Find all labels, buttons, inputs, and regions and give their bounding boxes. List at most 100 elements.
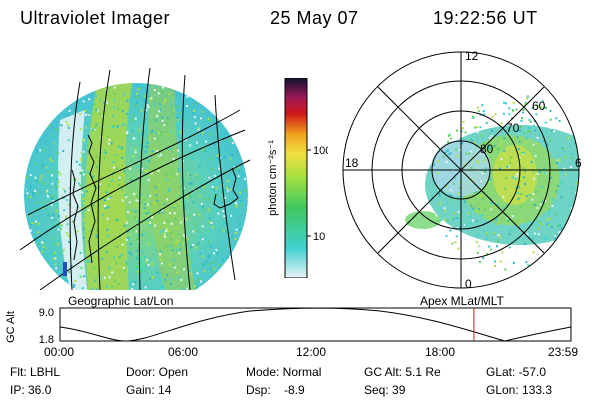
pixel-speckle — [497, 234, 500, 237]
pixel-speckle — [532, 204, 535, 207]
pixel-speckle — [508, 113, 511, 116]
pixel-speckle — [80, 172, 83, 175]
pixel-speckle — [200, 203, 203, 206]
pixel-speckle — [240, 203, 243, 206]
pixel-speckle — [583, 137, 585, 139]
pixel-speckle — [141, 128, 144, 131]
pixel-speckle — [455, 235, 458, 238]
pixel-speckle — [148, 277, 151, 280]
pixel-speckle — [197, 242, 200, 245]
pixel-speckle — [549, 217, 552, 220]
pixel-speckle — [132, 209, 135, 212]
pixel-speckle — [535, 219, 538, 222]
pixel-speckle — [91, 250, 94, 253]
pixel-speckle — [531, 107, 534, 110]
pixel-speckle — [584, 245, 586, 247]
pixel-speckle — [52, 258, 55, 261]
pixel-speckle — [99, 183, 102, 186]
pixel-speckle — [511, 111, 514, 114]
pixel-speckle — [57, 243, 60, 246]
pixel-speckle — [171, 113, 174, 116]
pixel-speckle — [146, 170, 149, 173]
pixel-speckle — [555, 190, 558, 193]
pixel-speckle — [586, 236, 588, 238]
pixel-speckle — [237, 151, 240, 154]
pixel-speckle — [571, 243, 574, 246]
pixel-speckle — [125, 219, 128, 222]
pixel-speckle — [465, 152, 468, 155]
pixel-speckle — [570, 157, 573, 160]
pixel-speckle — [201, 255, 204, 258]
colorbar-unit-label: photon cm⁻²s⁻¹ — [267, 140, 279, 216]
pixel-speckle — [209, 182, 212, 185]
pixel-speckle — [579, 138, 581, 140]
pixel-speckle — [241, 173, 244, 176]
pixel-speckle — [115, 153, 118, 156]
pixel-speckle — [100, 257, 103, 260]
pixel-speckle — [35, 160, 38, 163]
pixel-speckle — [36, 180, 39, 183]
pixel-speckle — [190, 246, 193, 249]
pixel-speckle — [235, 205, 238, 208]
pixel-speckle — [76, 199, 79, 202]
pixel-speckle — [126, 230, 129, 233]
pixel-speckle — [238, 170, 241, 173]
pixel-speckle — [159, 109, 162, 112]
pixel-speckle — [44, 196, 47, 199]
pixel-speckle — [129, 213, 132, 216]
pixel-speckle — [555, 106, 558, 109]
pixel-speckle — [493, 146, 496, 149]
pixel-speckle — [52, 127, 55, 130]
pixel-speckle — [138, 129, 141, 132]
pixel-speckle — [544, 106, 547, 109]
pixel-speckle — [480, 134, 483, 137]
pixel-speckle — [557, 224, 560, 227]
pixel-speckle — [195, 141, 198, 144]
pixel-speckle — [141, 250, 144, 253]
pixel-speckle — [477, 110, 480, 113]
pixel-speckle — [485, 237, 488, 240]
pixel-speckle — [201, 111, 204, 114]
image-time: 19:22:56 UT — [433, 8, 538, 28]
pixel-speckle — [99, 225, 102, 228]
pixel-speckle — [74, 176, 77, 179]
pixel-speckle — [529, 130, 532, 133]
pixel-speckle — [504, 102, 507, 105]
pixel-speckle — [575, 150, 578, 153]
pixel-speckle — [213, 189, 216, 192]
pixel-speckle — [154, 86, 157, 89]
pixel-speckle — [594, 176, 595, 178]
pixel-speckle — [557, 262, 560, 265]
pixel-speckle — [446, 148, 449, 151]
pixel-speckle — [70, 265, 73, 268]
pixel-speckle — [211, 226, 214, 229]
pixel-speckle — [193, 109, 196, 112]
pixel-speckle — [116, 219, 119, 222]
pixel-speckle — [215, 249, 218, 252]
pixel-speckle — [169, 175, 172, 178]
pixel-speckle — [543, 167, 546, 170]
pixel-speckle — [125, 112, 128, 115]
pixel-speckle — [93, 197, 96, 200]
pixel-speckle — [50, 254, 53, 257]
pixel-speckle — [194, 174, 197, 177]
pixel-speckle — [456, 226, 459, 229]
pixel-speckle — [62, 249, 65, 252]
pixel-speckle — [208, 198, 211, 201]
pixel-speckle — [231, 235, 234, 238]
pixel-speckle — [523, 170, 526, 173]
pixel-speckle — [32, 193, 35, 196]
pixel-speckle — [35, 149, 38, 152]
pixel-speckle — [457, 247, 460, 250]
pixel-speckle — [135, 101, 138, 104]
status-seq: Seq: 39 — [364, 383, 406, 397]
pixel-speckle — [106, 235, 109, 238]
pixel-speckle — [121, 188, 124, 191]
pixel-speckle — [530, 161, 533, 164]
pixel-speckle — [70, 250, 73, 253]
pixel-speckle — [121, 156, 124, 159]
pixel-speckle — [209, 133, 212, 136]
pixel-speckle — [140, 201, 143, 204]
pixel-speckle — [155, 119, 158, 122]
pixel-speckle — [50, 174, 53, 177]
